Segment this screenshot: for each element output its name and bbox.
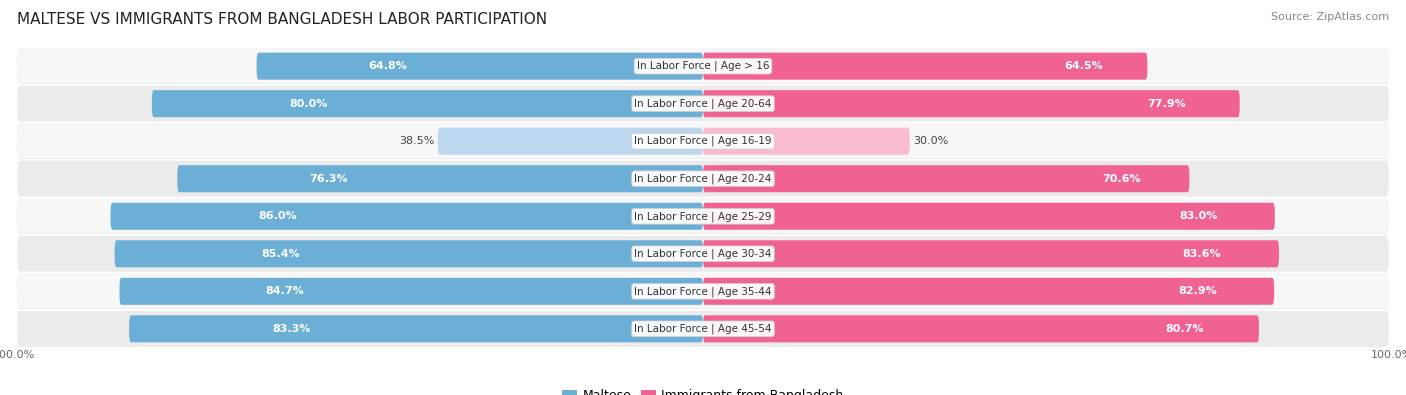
FancyBboxPatch shape [703, 240, 1279, 267]
Text: 86.0%: 86.0% [259, 211, 297, 221]
FancyBboxPatch shape [17, 236, 1389, 271]
Text: 76.3%: 76.3% [309, 174, 347, 184]
FancyBboxPatch shape [17, 49, 1389, 84]
Text: 82.9%: 82.9% [1178, 286, 1218, 296]
Text: 77.9%: 77.9% [1147, 99, 1187, 109]
FancyBboxPatch shape [703, 278, 1274, 305]
Text: 83.3%: 83.3% [273, 324, 311, 334]
Text: 83.6%: 83.6% [1182, 249, 1222, 259]
FancyBboxPatch shape [115, 240, 703, 267]
Text: 64.5%: 64.5% [1064, 61, 1102, 71]
Text: 64.8%: 64.8% [368, 61, 408, 71]
Text: 83.0%: 83.0% [1180, 211, 1218, 221]
FancyBboxPatch shape [17, 273, 1389, 308]
FancyBboxPatch shape [437, 128, 703, 155]
Text: 70.6%: 70.6% [1102, 174, 1140, 184]
FancyBboxPatch shape [17, 311, 1389, 346]
FancyBboxPatch shape [703, 53, 1147, 80]
Text: 30.0%: 30.0% [912, 136, 949, 146]
FancyBboxPatch shape [17, 161, 1389, 196]
FancyBboxPatch shape [17, 274, 1389, 309]
FancyBboxPatch shape [17, 48, 1389, 83]
FancyBboxPatch shape [17, 124, 1389, 159]
FancyBboxPatch shape [177, 165, 703, 192]
FancyBboxPatch shape [17, 236, 1389, 271]
FancyBboxPatch shape [17, 86, 1389, 121]
Text: 84.7%: 84.7% [266, 286, 304, 296]
Legend: Maltese, Immigrants from Bangladesh: Maltese, Immigrants from Bangladesh [557, 384, 849, 395]
Text: MALTESE VS IMMIGRANTS FROM BANGLADESH LABOR PARTICIPATION: MALTESE VS IMMIGRANTS FROM BANGLADESH LA… [17, 12, 547, 27]
FancyBboxPatch shape [152, 90, 703, 117]
FancyBboxPatch shape [111, 203, 703, 230]
FancyBboxPatch shape [703, 315, 1258, 342]
Text: In Labor Force | Age > 16: In Labor Force | Age > 16 [637, 61, 769, 71]
FancyBboxPatch shape [17, 86, 1389, 121]
FancyBboxPatch shape [129, 315, 703, 342]
Text: In Labor Force | Age 35-44: In Labor Force | Age 35-44 [634, 286, 772, 297]
FancyBboxPatch shape [703, 128, 910, 155]
Text: Source: ZipAtlas.com: Source: ZipAtlas.com [1271, 12, 1389, 22]
Text: 38.5%: 38.5% [399, 136, 434, 146]
FancyBboxPatch shape [17, 311, 1389, 346]
Text: 80.7%: 80.7% [1166, 324, 1204, 334]
Text: In Labor Force | Age 30-34: In Labor Force | Age 30-34 [634, 248, 772, 259]
FancyBboxPatch shape [703, 165, 1189, 192]
Text: 80.0%: 80.0% [290, 99, 328, 109]
Text: In Labor Force | Age 20-64: In Labor Force | Age 20-64 [634, 98, 772, 109]
FancyBboxPatch shape [703, 90, 1240, 117]
FancyBboxPatch shape [17, 123, 1389, 158]
Text: In Labor Force | Age 25-29: In Labor Force | Age 25-29 [634, 211, 772, 222]
Text: In Labor Force | Age 45-54: In Labor Force | Age 45-54 [634, 324, 772, 334]
Text: 85.4%: 85.4% [262, 249, 301, 259]
Text: In Labor Force | Age 20-24: In Labor Force | Age 20-24 [634, 173, 772, 184]
FancyBboxPatch shape [17, 161, 1389, 196]
FancyBboxPatch shape [17, 199, 1389, 234]
FancyBboxPatch shape [17, 198, 1389, 233]
FancyBboxPatch shape [256, 53, 703, 80]
FancyBboxPatch shape [703, 203, 1275, 230]
Text: In Labor Force | Age 16-19: In Labor Force | Age 16-19 [634, 136, 772, 147]
FancyBboxPatch shape [120, 278, 703, 305]
